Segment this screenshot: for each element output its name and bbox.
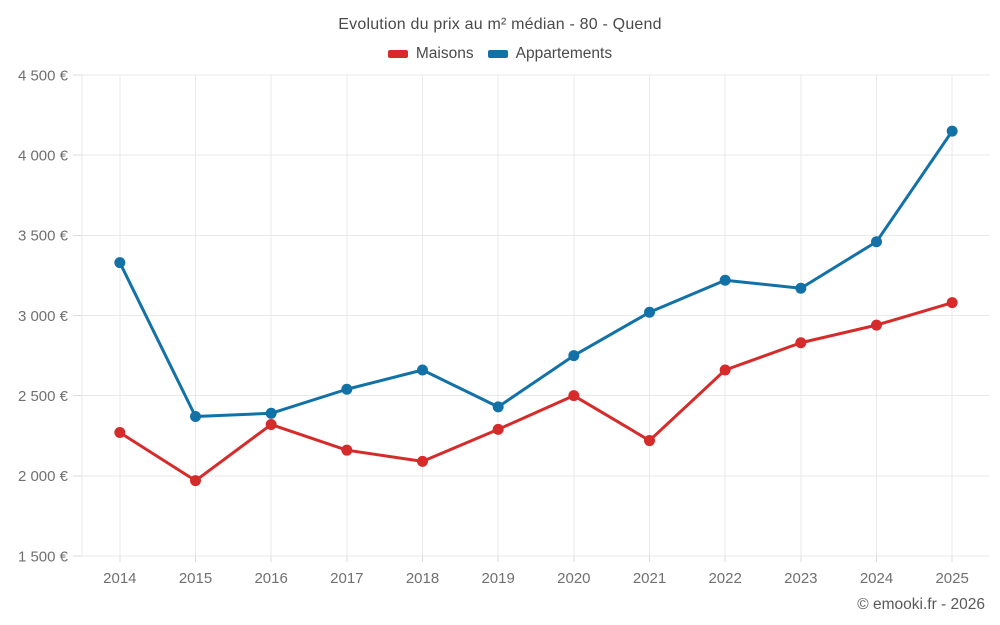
chart-legend: Maisons Appartements bbox=[0, 45, 1000, 63]
appartements-series-swatch-icon bbox=[487, 50, 508, 58]
x-axis-labels: 2014 2015 2016 2017 2018 2019 2020 2021 2022 2023… bbox=[103, 570, 969, 587]
series-line-appartements bbox=[118, 129, 954, 419]
x-tick-label: 2019 bbox=[481, 570, 514, 587]
data-point-maisons-2025[interactable] bbox=[946, 297, 958, 309]
x-tick-label: 2015 bbox=[179, 570, 212, 587]
x-tick-label: 2018 bbox=[406, 570, 439, 587]
data-point-maisons-2019[interactable] bbox=[492, 423, 504, 435]
data-point-appartements-2020[interactable] bbox=[568, 350, 580, 362]
y-tick-label: 1 500 € bbox=[18, 548, 69, 565]
series-appartements bbox=[114, 125, 958, 423]
x-tick-label: 2020 bbox=[557, 570, 590, 587]
data-point-maisons-2024[interactable] bbox=[871, 319, 882, 331]
x-tick-label: 2023 bbox=[784, 570, 817, 587]
chart-title: Evolution du prix au m² médian - 80 - Qu… bbox=[338, 16, 662, 33]
y-tick-label: 3 000 € bbox=[18, 308, 69, 325]
y-tick-label: 2 500 € bbox=[18, 388, 69, 405]
series-maisons bbox=[114, 297, 958, 487]
data-point-appartements-2022[interactable] bbox=[719, 274, 731, 286]
y-tick-label: 4 500 € bbox=[18, 67, 69, 84]
data-point-appartements-2016[interactable] bbox=[265, 407, 277, 419]
data-point-maisons-2022[interactable] bbox=[719, 364, 731, 376]
legend-item-maisons[interactable]: Maisons bbox=[387, 45, 474, 63]
x-tick-label: 2014 bbox=[103, 570, 136, 587]
data-point-appartements-2021[interactable] bbox=[644, 306, 655, 318]
y-axis-labels: 1 500 € 2 000 € 2 500 € 3 000 € 3 500 € 4 000… bbox=[18, 67, 69, 565]
data-point-appartements-2023[interactable] bbox=[795, 282, 807, 294]
maisons-series-swatch-icon bbox=[387, 50, 408, 58]
gridlines bbox=[81, 74, 990, 557]
x-tick-label: 2025 bbox=[935, 570, 968, 587]
footer-credit: © emooki.fr - 2026 bbox=[857, 596, 985, 613]
data-point-maisons-2023[interactable] bbox=[795, 337, 807, 349]
y-tick-label: 3 500 € bbox=[18, 228, 69, 245]
data-point-appartements-2017[interactable] bbox=[341, 383, 353, 395]
data-point-maisons-2016[interactable] bbox=[265, 419, 277, 431]
data-point-appartements-2024[interactable] bbox=[871, 236, 882, 248]
data-point-appartements-2025[interactable] bbox=[946, 125, 958, 137]
data-point-appartements-2019[interactable] bbox=[492, 401, 504, 413]
data-point-maisons-2015[interactable] bbox=[190, 475, 201, 487]
legend-label-maisons: Maisons bbox=[415, 45, 474, 62]
data-point-appartements-2015[interactable] bbox=[190, 411, 201, 423]
data-point-appartements-2018[interactable] bbox=[417, 364, 428, 376]
data-point-maisons-2020[interactable] bbox=[568, 390, 580, 402]
x-tick-label: 2016 bbox=[254, 570, 287, 587]
legend-label-appartements: Appartements bbox=[515, 45, 613, 62]
x-tick-label: 2024 bbox=[860, 570, 893, 587]
y-tick-label: 4 000 € bbox=[18, 147, 69, 164]
x-tick-label: 2021 bbox=[633, 570, 666, 587]
data-point-appartements-2014[interactable] bbox=[114, 257, 126, 269]
series-line-maisons bbox=[118, 301, 954, 483]
legend-item-appartements[interactable]: Appartements bbox=[487, 45, 613, 63]
data-point-maisons-2014[interactable] bbox=[114, 427, 126, 439]
x-tick-label: 2017 bbox=[330, 570, 363, 587]
y-tick-label: 2 000 € bbox=[18, 468, 69, 485]
x-tick-label: 2022 bbox=[708, 570, 741, 587]
axis-ticks bbox=[73, 74, 953, 562]
data-point-maisons-2018[interactable] bbox=[417, 455, 428, 467]
data-point-maisons-2017[interactable] bbox=[341, 444, 353, 456]
data-point-maisons-2021[interactable] bbox=[644, 435, 655, 447]
